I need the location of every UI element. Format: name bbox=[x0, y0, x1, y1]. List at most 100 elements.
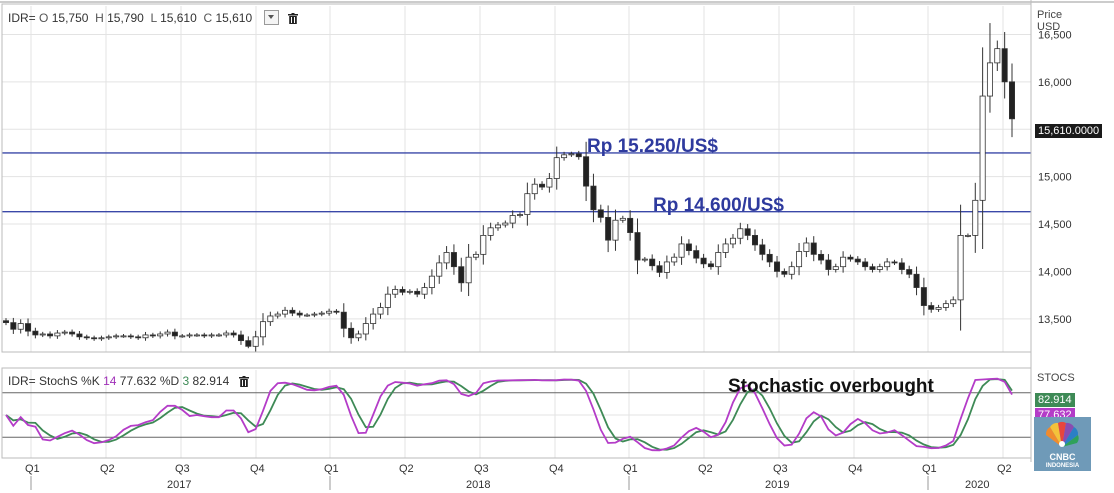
candle-down bbox=[751, 235, 758, 246]
trash-icon[interactable] bbox=[238, 376, 249, 387]
trash-icon[interactable] bbox=[287, 13, 298, 24]
candle-up bbox=[612, 219, 619, 241]
stoch-title: IDR= StochS bbox=[8, 374, 78, 388]
candle-up bbox=[957, 235, 964, 301]
x-quarter-label: Q3 bbox=[773, 463, 788, 475]
candle-down bbox=[825, 259, 832, 270]
candle-down bbox=[10, 322, 17, 330]
candle-down bbox=[597, 209, 604, 218]
candle-up bbox=[553, 157, 560, 179]
x-quarter-label: Q4 bbox=[848, 463, 863, 475]
candle-down bbox=[3, 320, 9, 324]
ohlc-header: IDR= O 15,750 H 15,790 L 15,610 C 15,610 bbox=[8, 10, 298, 25]
candle-down bbox=[135, 336, 142, 339]
low-value: 15,610 bbox=[160, 11, 197, 25]
candle-up bbox=[796, 251, 803, 268]
candle-up bbox=[39, 333, 46, 336]
candle-down bbox=[744, 228, 751, 236]
candle-down bbox=[1001, 48, 1008, 83]
candle-up bbox=[208, 334, 215, 337]
x-quarter-label: Q1 bbox=[922, 463, 937, 475]
x-quarter-label: Q4 bbox=[549, 463, 564, 475]
high-value: 15,790 bbox=[107, 11, 144, 25]
peacock-icon bbox=[1045, 421, 1079, 447]
candle-down bbox=[869, 266, 876, 270]
candle-down bbox=[928, 305, 935, 310]
open-label: O bbox=[39, 11, 49, 25]
candle-down bbox=[245, 340, 252, 347]
candle-down bbox=[913, 273, 920, 288]
stochastic-lines bbox=[5, 377, 1013, 452]
price-axis-title-line2: USD bbox=[1037, 21, 1061, 33]
close-label: C bbox=[203, 11, 213, 25]
candle-up bbox=[531, 183, 538, 195]
y-tick-label: 16,500 bbox=[1038, 29, 1072, 41]
candle-up bbox=[428, 275, 435, 288]
k-value: 77.632 bbox=[119, 374, 157, 388]
open-value: 15,750 bbox=[51, 11, 89, 25]
candle-down bbox=[458, 266, 465, 284]
candle-up bbox=[421, 287, 428, 295]
candle-up bbox=[487, 227, 494, 236]
candle-up bbox=[17, 323, 24, 330]
candle-up bbox=[179, 335, 186, 338]
candle-down bbox=[69, 331, 76, 335]
candle-up bbox=[120, 335, 127, 338]
candle-up bbox=[54, 332, 61, 337]
candle-up bbox=[986, 62, 993, 97]
candle-up bbox=[840, 256, 847, 268]
last-price-badge: 15,610.0000 bbox=[1035, 124, 1103, 138]
candle-down bbox=[575, 153, 582, 158]
d-value-badge: 82.914 bbox=[1035, 393, 1075, 407]
d-label: %D bbox=[159, 374, 180, 388]
candle-down bbox=[781, 271, 788, 275]
candle-down bbox=[656, 265, 663, 273]
candle-down bbox=[810, 242, 817, 255]
low-label: L bbox=[150, 11, 157, 25]
y-tick-label: 16,000 bbox=[1038, 77, 1072, 89]
chevron-down-icon[interactable] bbox=[263, 10, 279, 25]
candle-down bbox=[539, 183, 546, 188]
candle-up bbox=[406, 290, 413, 293]
x-quarter-label: Q1 bbox=[324, 463, 339, 475]
annotation-level-low: Rp 14.600/US$ bbox=[653, 195, 784, 216]
candle-up bbox=[832, 266, 839, 270]
candle-up bbox=[619, 217, 626, 221]
panel-frames bbox=[0, 0, 1114, 462]
price-panel-frame bbox=[1, 3, 1032, 353]
candle-down bbox=[32, 330, 39, 336]
candle-up bbox=[509, 215, 516, 224]
candle-down bbox=[149, 334, 156, 337]
candle-down bbox=[83, 336, 90, 339]
logo-line2: INDONESIA bbox=[1045, 463, 1080, 469]
stoch-header: IDR= StochS %K 14 77.632 %D 3 82.914 bbox=[8, 374, 249, 388]
candle-down bbox=[296, 312, 303, 316]
candle-up bbox=[465, 256, 472, 284]
candle-up bbox=[105, 336, 112, 339]
x-quarter-label: Q2 bbox=[399, 463, 414, 475]
candle-up bbox=[98, 337, 105, 340]
candle-up bbox=[737, 228, 744, 239]
candlestick-series bbox=[3, 23, 1016, 353]
x-quarter-label: Q1 bbox=[25, 463, 40, 475]
candle-up bbox=[972, 199, 979, 236]
y-tick-label: 14,500 bbox=[1038, 219, 1072, 231]
candle-up bbox=[641, 258, 648, 261]
x-quarter-label: Q3 bbox=[474, 463, 489, 475]
x-year-label: 2020 bbox=[965, 479, 989, 491]
k-label: %K bbox=[81, 374, 100, 388]
candle-up bbox=[935, 307, 942, 310]
candle-up bbox=[472, 253, 479, 258]
candle-down bbox=[201, 334, 208, 337]
candle-down bbox=[348, 327, 355, 339]
candle-up bbox=[326, 310, 333, 314]
candle-down bbox=[634, 232, 641, 261]
price-grid bbox=[2, 6, 1031, 352]
candle-up bbox=[164, 331, 171, 335]
x-quarter-label: Q4 bbox=[250, 463, 265, 475]
candle-up bbox=[142, 334, 149, 339]
candle-up bbox=[788, 266, 795, 275]
candle-up bbox=[480, 235, 487, 255]
candle-up bbox=[994, 48, 1001, 64]
stoch-axis-title: STOCS bbox=[1037, 372, 1075, 384]
